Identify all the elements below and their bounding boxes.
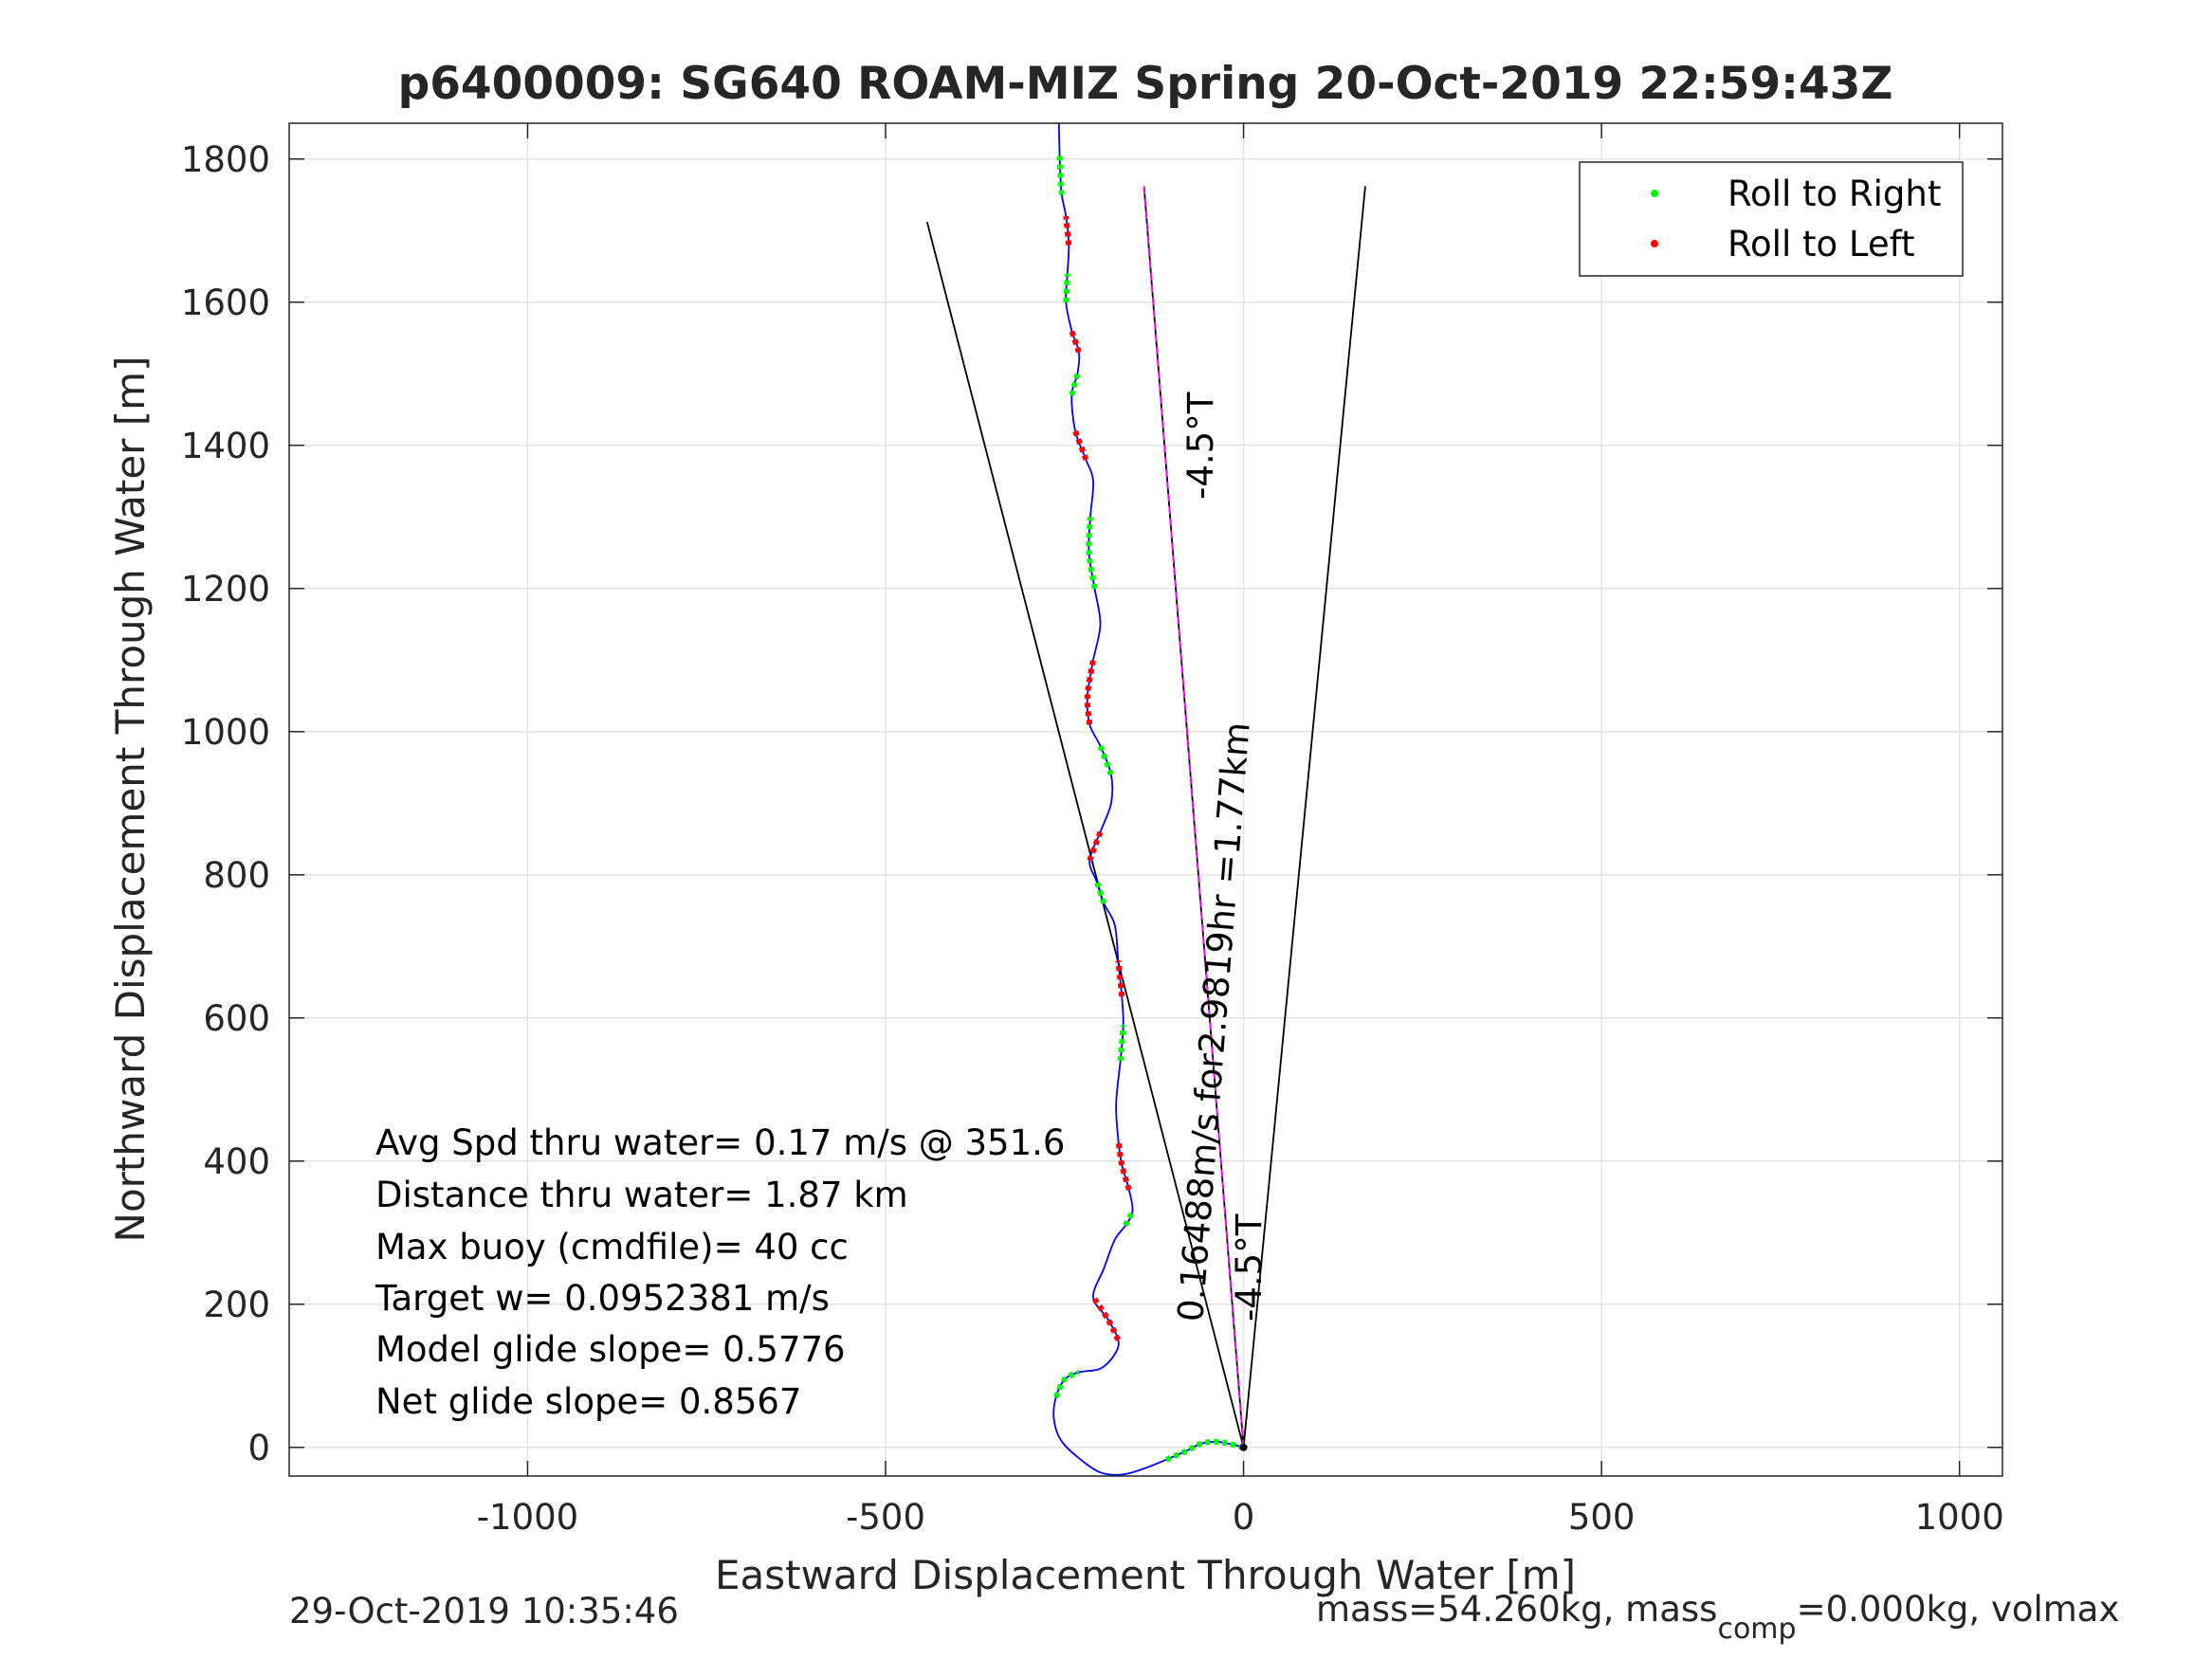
roll-right-marker xyxy=(1052,1369,1081,1399)
y-tick-label: 600 xyxy=(203,998,270,1039)
y-tick-label: 0 xyxy=(247,1428,270,1468)
y-tick-label: 1600 xyxy=(181,283,270,323)
stat-line: Target w= 0.0952381 m/s xyxy=(375,1278,830,1319)
x-tick-label: 0 xyxy=(1233,1497,1255,1538)
roll-right-marker xyxy=(1123,1210,1136,1228)
footer-mass-subscript: comp xyxy=(1717,1613,1796,1646)
roll-left-marker xyxy=(1084,659,1096,725)
y-tick-label: 1200 xyxy=(181,569,270,610)
bearing-reference-line xyxy=(925,221,1245,1449)
roll-left-marker xyxy=(1087,830,1104,862)
stat-line: Net glide slope= 0.8567 xyxy=(375,1381,801,1422)
reference-lines xyxy=(925,186,1366,1449)
legend-label-roll-left: Roll to Left xyxy=(1728,224,1915,264)
legend-box xyxy=(1579,161,1964,277)
x-tick-label: 500 xyxy=(1568,1497,1636,1538)
roll-left-marker xyxy=(1069,330,1082,354)
y-tick-label: 800 xyxy=(203,855,270,896)
y-tick-label: 1000 xyxy=(181,712,270,753)
roll-left-marker xyxy=(1072,429,1089,461)
footer-timestamp: 29-Oct-2019 10:35:46 xyxy=(289,1591,679,1632)
y-tick-label: 200 xyxy=(203,1285,270,1325)
stats-block: Avg Spd thru water= 0.17 m/s @ 351.6 Dis… xyxy=(375,1122,1065,1422)
y-tick-label: 400 xyxy=(203,1141,270,1182)
stat-line: Avg Spd thru water= 0.17 m/s @ 351.6 xyxy=(375,1122,1065,1163)
plot-frame xyxy=(288,122,2003,1477)
roll-left-marker xyxy=(1115,1139,1132,1191)
y-tick-label: 1400 xyxy=(181,426,270,466)
roll-left-marker xyxy=(1090,1295,1122,1341)
footer-mass-part2: =0.000kg, volmax xyxy=(1797,1589,2120,1630)
grid-lines xyxy=(289,123,2002,1476)
chart-title: p6400009: SG640 ROAM-MIZ Spring 20-Oct-2… xyxy=(398,58,1893,110)
roll-left-marker xyxy=(1063,215,1072,246)
roll-right-marker xyxy=(1086,517,1098,590)
origin-point xyxy=(1239,1443,1248,1451)
roll-markers xyxy=(1052,152,1245,1464)
heading-reference-line xyxy=(1143,186,1245,1448)
legend-label-roll-right: Roll to Right xyxy=(1728,173,1941,214)
heading-annotation-upper: -4.5°T xyxy=(1180,392,1221,500)
x-tick-label: -500 xyxy=(846,1497,925,1538)
roll-right-marker xyxy=(1069,373,1081,396)
roll-right-marker xyxy=(1063,273,1070,302)
legend-marker-roll-right xyxy=(1651,190,1658,197)
roll-right-marker xyxy=(1117,1025,1126,1062)
footer-mass-part1: mass=54.260kg, mass xyxy=(1316,1589,1717,1630)
plot-background xyxy=(289,123,2002,1476)
x-tick-label: 1000 xyxy=(1915,1497,2004,1538)
stat-line: Model glide slope= 0.5776 xyxy=(375,1329,846,1370)
tick-labels: -1000 -500 0 500 1000 0 200 400 600 800 1000 1200 14… xyxy=(181,139,2004,1538)
y-axis-label: Northward Displacement Through Water [m] xyxy=(107,356,154,1243)
bearing-reference-line xyxy=(1242,186,1366,1448)
legend: Roll to Right Roll to Left xyxy=(1579,161,1964,277)
axis-ticks xyxy=(289,123,2002,1476)
roll-left-marker xyxy=(1115,960,1125,997)
roll-right-marker xyxy=(1163,1438,1245,1464)
heading-annotation-lower: -4.5°T xyxy=(1229,1213,1270,1322)
y-tick-label: 1800 xyxy=(181,139,270,180)
x-axis-label: Eastward Displacement Through Water [m] xyxy=(715,1552,1576,1598)
roll-right-marker xyxy=(1093,881,1107,904)
footer-mass-info: mass=54.260kg, masscomp=0.000kg, volmax xyxy=(1316,1589,2119,1646)
legend-marker-roll-left xyxy=(1651,240,1658,247)
roll-right-marker xyxy=(1056,152,1065,195)
roll-right-marker xyxy=(1097,744,1114,776)
x-tick-label: -1000 xyxy=(477,1497,579,1538)
stat-line: Max buoy (cmdfile)= 40 cc xyxy=(375,1227,849,1267)
stat-line: Distance thru water= 1.87 km xyxy=(375,1175,908,1215)
